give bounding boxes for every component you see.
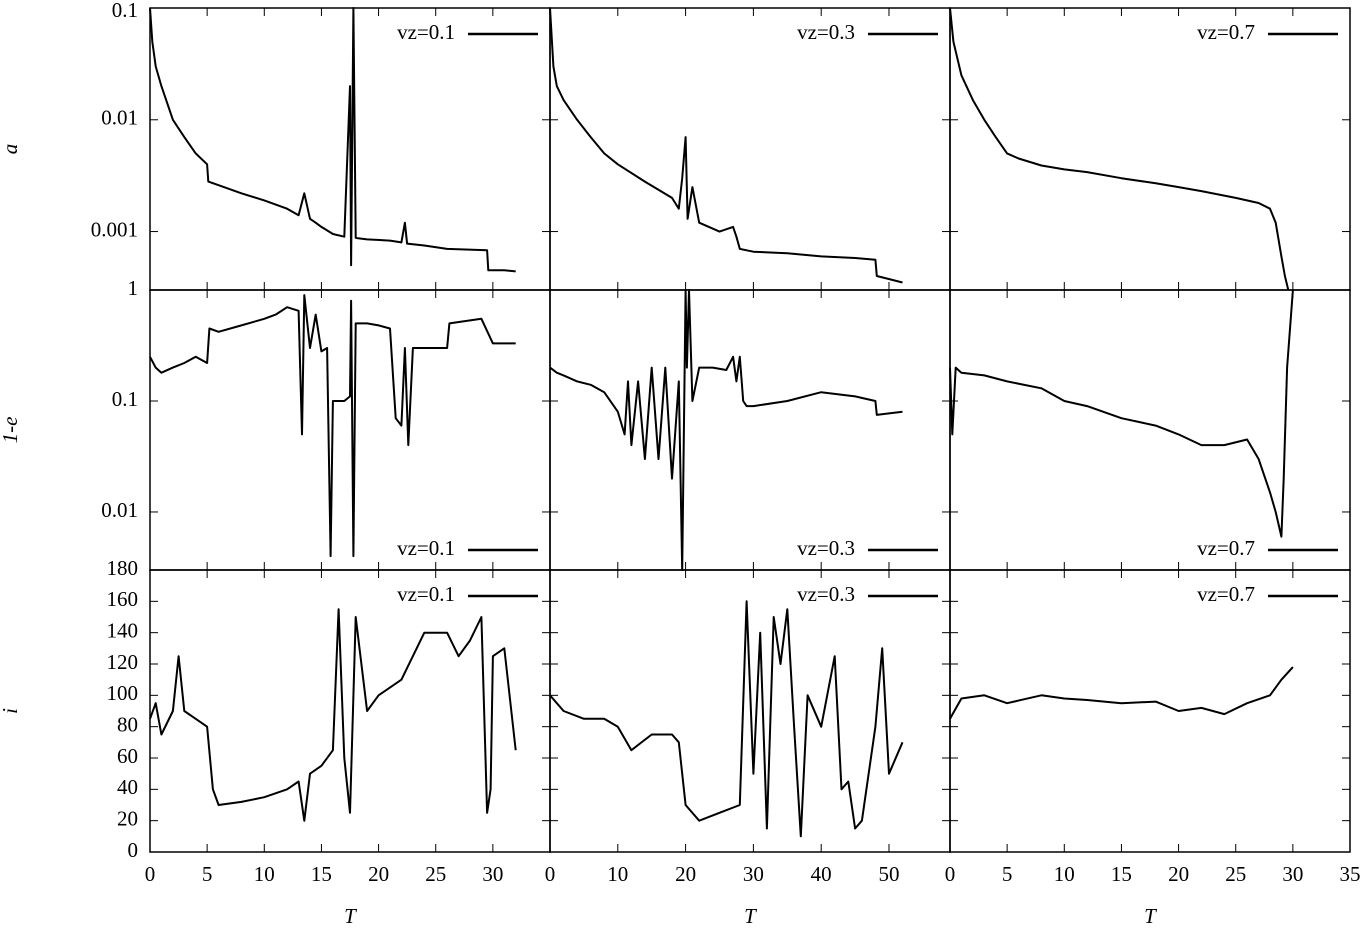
x-tick-label: 0 bbox=[945, 862, 956, 886]
y-tick-label: 40 bbox=[117, 775, 138, 799]
x-axis-label: T bbox=[744, 904, 757, 928]
y-axis-label: i bbox=[0, 708, 22, 714]
y-tick-label: 1 bbox=[128, 276, 139, 300]
x-tick-label: 10 bbox=[607, 862, 628, 886]
legend-label: vz=0.1 bbox=[397, 536, 455, 560]
y-tick-label: 0.01 bbox=[101, 106, 138, 130]
data-line bbox=[549, 7, 903, 284]
y-tick-label: 140 bbox=[107, 618, 139, 642]
data-line bbox=[149, 294, 516, 558]
x-tick-label: 30 bbox=[743, 862, 764, 886]
y-tick-label: 0 bbox=[128, 838, 139, 862]
data-line bbox=[949, 289, 1294, 538]
legend-label: vz=0.3 bbox=[797, 582, 855, 606]
legend-label: vz=0.3 bbox=[797, 536, 855, 560]
data-line bbox=[149, 7, 516, 273]
x-tick-label: 5 bbox=[1002, 862, 1013, 886]
x-tick-label: 10 bbox=[254, 862, 275, 886]
y-tick-label: 160 bbox=[107, 587, 139, 611]
x-tick-label: 15 bbox=[1111, 862, 1132, 886]
x-tick-label: 25 bbox=[1225, 862, 1246, 886]
x-tick-label: 20 bbox=[368, 862, 389, 886]
x-tick-label: 0 bbox=[145, 862, 156, 886]
y-tick-label: 0.001 bbox=[91, 217, 138, 241]
y-tick-label: 180 bbox=[107, 556, 139, 580]
data-line bbox=[149, 608, 517, 822]
y-tick-label: 20 bbox=[117, 806, 138, 830]
x-tick-label: 50 bbox=[878, 862, 899, 886]
x-tick-label: 30 bbox=[482, 862, 503, 886]
y-tick-label: 0.1 bbox=[112, 387, 138, 411]
legend-label: vz=0.1 bbox=[397, 20, 455, 44]
data-line bbox=[949, 7, 1290, 291]
plot-frame bbox=[549, 7, 951, 291]
x-tick-label: 35 bbox=[1340, 862, 1361, 886]
y-tick-label: 100 bbox=[107, 681, 139, 705]
x-tick-label: 20 bbox=[675, 862, 696, 886]
x-tick-label: 40 bbox=[811, 862, 832, 886]
x-tick-label: 15 bbox=[311, 862, 332, 886]
x-tick-label: 20 bbox=[1168, 862, 1189, 886]
plot-frame bbox=[949, 7, 1351, 291]
legend-label: vz=0.7 bbox=[1197, 582, 1255, 606]
x-tick-label: 0 bbox=[545, 862, 556, 886]
y-axis-label: a bbox=[0, 144, 22, 155]
y-axis-label: 1-e bbox=[0, 417, 22, 444]
legend-label: vz=0.7 bbox=[1197, 536, 1255, 560]
x-tick-label: 10 bbox=[1054, 862, 1075, 886]
y-tick-label: 0.01 bbox=[101, 498, 138, 522]
data-line bbox=[949, 666, 1294, 720]
data-line bbox=[549, 600, 904, 838]
x-tick-label: 5 bbox=[202, 862, 213, 886]
y-tick-label: 60 bbox=[117, 744, 138, 768]
plot-frame bbox=[549, 289, 951, 571]
y-tick-label: 120 bbox=[107, 650, 139, 674]
x-tick-label: 30 bbox=[1282, 862, 1303, 886]
x-tick-label: 25 bbox=[425, 862, 446, 886]
data-line bbox=[549, 289, 903, 571]
x-axis-label: T bbox=[1144, 904, 1157, 928]
x-axis-label: T bbox=[344, 904, 357, 928]
legend-label: vz=0.7 bbox=[1197, 20, 1255, 44]
legend-label: vz=0.1 bbox=[397, 582, 455, 606]
y-tick-label: 0.1 bbox=[112, 0, 138, 22]
plot-frame bbox=[949, 569, 1351, 853]
legend-label: vz=0.3 bbox=[797, 20, 855, 44]
y-tick-label: 80 bbox=[117, 712, 138, 736]
